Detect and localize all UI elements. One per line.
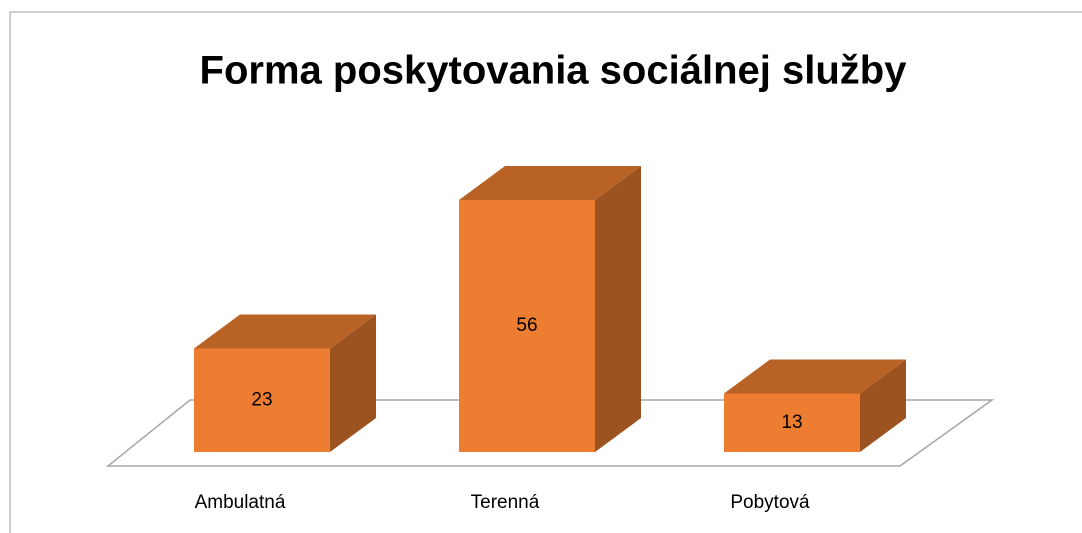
data-label: 56 <box>516 315 537 336</box>
bar-top <box>194 314 376 349</box>
bar-top <box>724 359 906 394</box>
data-label: 23 <box>251 389 272 410</box>
bar <box>459 200 595 452</box>
bar-top <box>459 166 641 200</box>
bar-side <box>860 359 906 452</box>
x-tick-label: Pobytová <box>730 492 810 513</box>
bar <box>194 348 330 452</box>
bar-side <box>595 166 641 452</box>
bar-side <box>330 314 376 452</box>
data-label: 13 <box>781 412 802 433</box>
x-tick-label: Terenná <box>471 492 540 513</box>
chart-title: Forma poskytovania sociálnej služby <box>200 49 908 93</box>
x-tick-label: Ambulatná <box>195 492 286 513</box>
bar <box>724 393 860 452</box>
